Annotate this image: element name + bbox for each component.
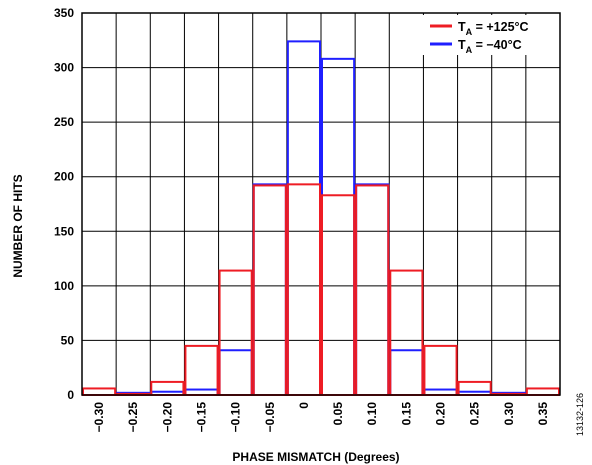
figure-id: 13132-126 (575, 393, 585, 436)
y-tick-label: 300 (54, 61, 74, 75)
y-tick-label: 50 (61, 333, 75, 347)
y-tick-labels: 0 50 100 150 200 250 300 350 (54, 6, 74, 402)
x-axis-title: PHASE MISMATCH (Degrees) (232, 450, 399, 464)
series-0 (82, 183, 560, 397)
x-tick-label: 0.20 (434, 402, 448, 426)
bar (286, 40, 322, 397)
y-tick-label: 350 (54, 6, 74, 20)
bar (321, 194, 356, 396)
y-tick-label: 100 (54, 279, 74, 293)
y-axis-title: NUMBER OF HITS (11, 174, 25, 277)
bar (321, 57, 356, 397)
x-tick-label: −0.10 (229, 402, 243, 433)
y-tick-label: 250 (54, 115, 74, 129)
bar (218, 269, 253, 397)
x-tick-label: 0.35 (536, 402, 550, 426)
x-tick-label: −0.25 (126, 402, 140, 433)
x-tick-label: −0.20 (160, 402, 174, 433)
bar (389, 349, 424, 397)
x-tick-labels: −0.30 −0.25 −0.20 −0.15 −0.10 −0.05 0 0.05 0.10 0… (92, 402, 550, 433)
bar (252, 183, 287, 396)
bar (150, 380, 185, 397)
legend: TA = +125°C TA = −40°C (420, 15, 556, 55)
x-tick-label: 0.15 (399, 402, 413, 426)
x-tick-label: −0.30 (92, 402, 106, 433)
bar (218, 349, 253, 397)
x-tick-label: 0.30 (502, 402, 516, 426)
histogram-bars (82, 40, 560, 397)
bar (457, 380, 492, 397)
legend-label-minus40c: TA = −40°C (458, 38, 522, 55)
bar (423, 344, 458, 396)
bar (525, 387, 560, 396)
bar (355, 183, 390, 396)
x-tick-label: 0.10 (365, 402, 379, 426)
bar (389, 269, 424, 397)
legend-label-125c: TA = +125°C (458, 20, 529, 37)
plot-frame (81, 12, 561, 396)
y-tick-label: 0 (67, 388, 74, 402)
x-tick-label: 0.25 (468, 402, 482, 426)
bar (355, 184, 390, 396)
bar (286, 183, 322, 396)
bar (252, 184, 287, 396)
y-tick-label: 200 (54, 170, 74, 184)
x-tick-label: 0 (297, 402, 311, 409)
x-tick-label: −0.15 (195, 402, 209, 433)
x-tick-label: 0.05 (331, 402, 345, 426)
bar (184, 344, 219, 396)
y-tick-label: 150 (54, 224, 74, 238)
bar (82, 387, 117, 396)
x-tick-label: −0.05 (263, 402, 277, 433)
legend-background (420, 15, 556, 55)
